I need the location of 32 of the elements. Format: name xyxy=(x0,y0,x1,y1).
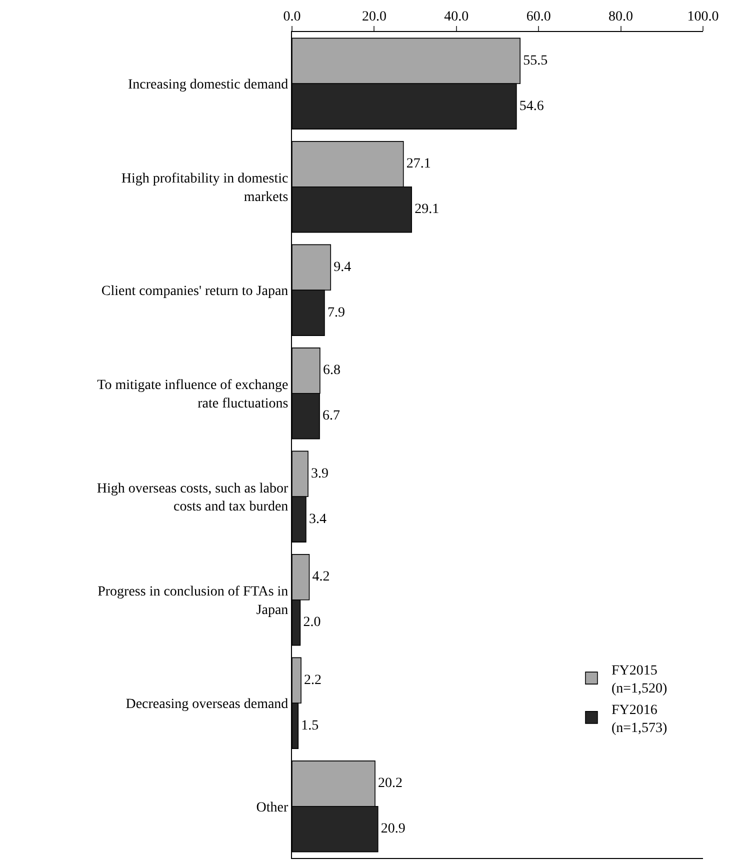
x-tick-label: 40.0 xyxy=(444,9,469,24)
data-label: 6.7 xyxy=(322,408,340,424)
y-tick-label: Increasing domestic demand xyxy=(128,78,288,93)
data-label: 6.8 xyxy=(322,363,340,378)
data-label: 29.1 xyxy=(414,202,440,218)
data-label: 3.4 xyxy=(308,512,326,527)
data-label: 9.4 xyxy=(334,260,352,275)
data-label: 7.9 xyxy=(327,305,345,320)
x-tick-label: 80.0 xyxy=(608,9,634,24)
x-tick-label: 100.0 xyxy=(687,9,719,24)
y-tick-label: To mitigate influence of exchange rate fluctuations xyxy=(97,378,288,412)
data-label: 2.0 xyxy=(303,615,321,630)
legend-label: FY2016 (n=1,573) xyxy=(611,702,668,736)
y-tick-label: High overseas costs, such as labor costs and tax burden xyxy=(96,481,289,515)
y-tick-label: Client companies' return to Japan xyxy=(101,284,288,300)
data-label: 20.9 xyxy=(380,822,406,837)
data-label: 54.6 xyxy=(519,98,544,114)
y-tick-label: High profitability in domestic markets xyxy=(121,172,288,205)
x-tick-label: 60.0 xyxy=(526,9,551,24)
y-tick-label: Progress in conclusion of FTAs in Japan xyxy=(98,584,288,618)
legend-label: FY2015 (n=1,520) xyxy=(611,663,668,697)
data-label: 20.2 xyxy=(378,776,403,792)
data-label: 4.2 xyxy=(312,570,330,585)
x-tick-label: 0.0 xyxy=(283,9,301,24)
data-label: 2.2 xyxy=(304,672,322,688)
data-label: 55.5 xyxy=(523,53,548,68)
x-tick-label: 20.0 xyxy=(362,9,386,24)
y-tick-label: Decreasing overseas demand xyxy=(126,697,288,712)
data-label: 1.5 xyxy=(301,718,319,734)
data-label: 3.9 xyxy=(311,466,329,482)
y-tick-label: Other xyxy=(256,800,289,816)
data-label: 27.1 xyxy=(406,156,431,172)
